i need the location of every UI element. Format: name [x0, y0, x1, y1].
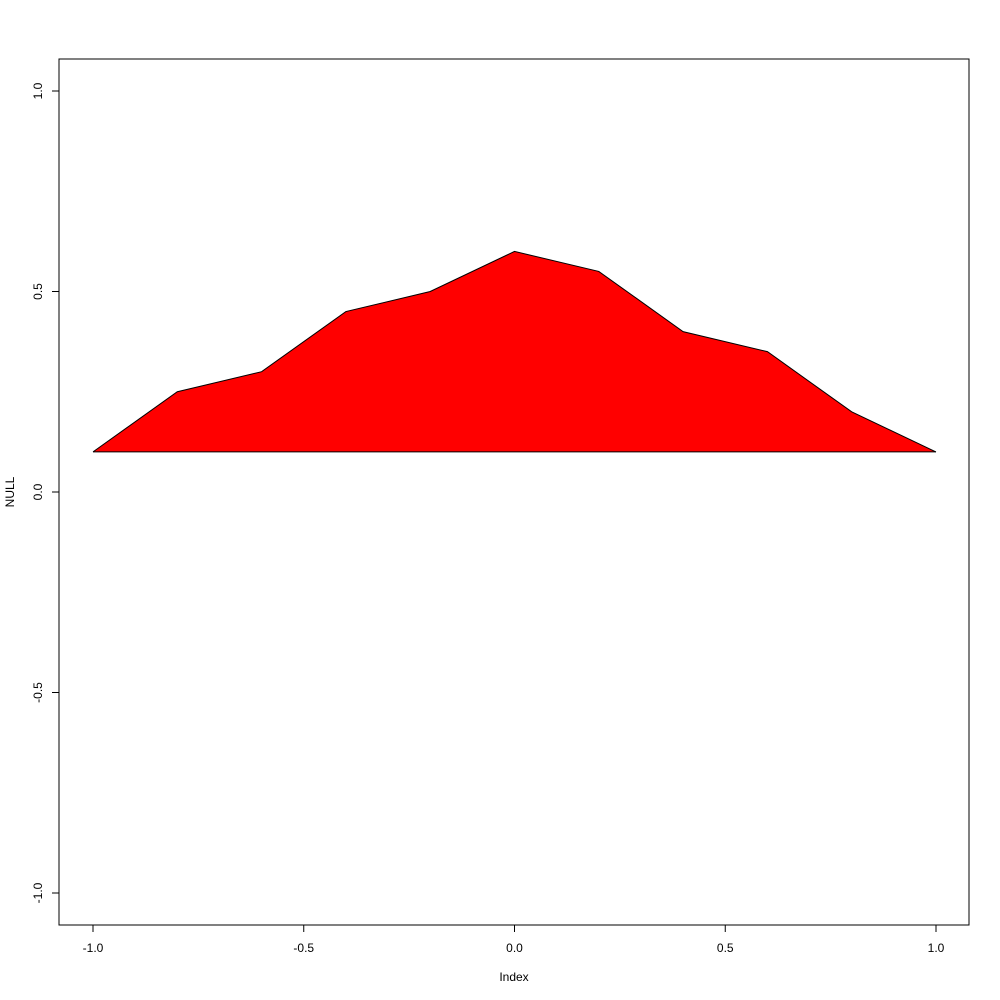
y-axis: -1.0 -0.5 0.0 0.5 1.0 [31, 82, 60, 903]
y-tick-label: -1.0 [31, 882, 45, 903]
x-axis: -1.0 -0.5 0.0 0.5 1.0 [83, 924, 945, 955]
x-tick-label: 0.0 [506, 941, 523, 955]
plot-frame [58, 58, 970, 926]
x-tick-label: 1.0 [928, 941, 945, 955]
area-outline [92, 250, 937, 453]
y-axis-title: NULL [3, 476, 17, 507]
y-tick-label: 1.0 [31, 82, 45, 99]
x-tick-label: -0.5 [293, 941, 314, 955]
x-axis-title: Index [499, 970, 528, 984]
y-tick-label: 0.0 [31, 483, 45, 500]
area-fill [93, 251, 936, 452]
y-tick-label: -0.5 [31, 682, 45, 703]
y-tick-label: 0.5 [31, 283, 45, 300]
x-tick-label: 0.5 [717, 941, 734, 955]
x-tick-label: -1.0 [83, 941, 104, 955]
